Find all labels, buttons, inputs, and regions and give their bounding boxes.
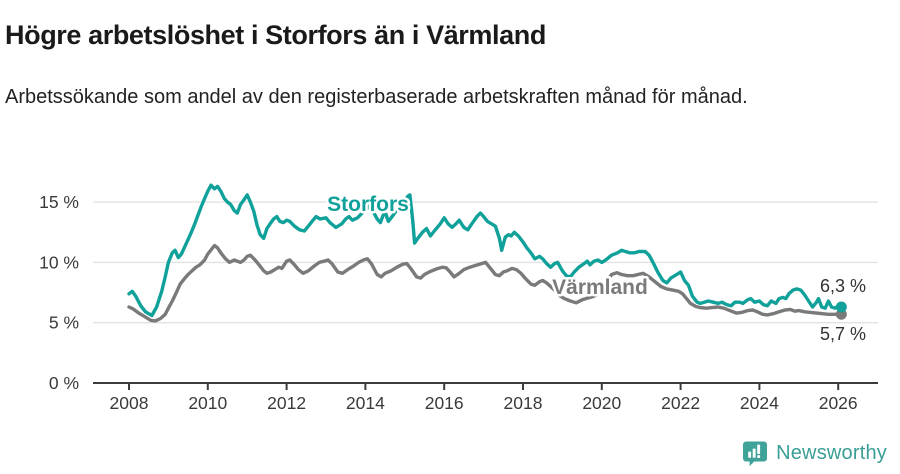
y-tick-label: 0 % bbox=[49, 373, 79, 393]
end-value-label-storfors: 6,3 % bbox=[820, 276, 866, 296]
x-tick-label: 2018 bbox=[504, 393, 543, 413]
newsworthy-logo[interactable]: Newsworthy bbox=[741, 439, 887, 467]
chart-title: Högre arbetslöshet i Storfors än i Värml… bbox=[5, 20, 546, 51]
x-tick-label: 2024 bbox=[740, 393, 779, 413]
newsworthy-wordmark: Newsworthy bbox=[776, 441, 887, 464]
end-value-label-värmland: 5,7 % bbox=[820, 324, 866, 344]
series-line-värmland bbox=[127, 243, 844, 323]
x-tick-label: 2012 bbox=[267, 393, 306, 413]
series-label-värmland: Värmland bbox=[552, 276, 648, 299]
series-line-storfors bbox=[127, 183, 844, 318]
x-tick-label: 2010 bbox=[188, 393, 227, 413]
chart-subtitle: Arbetssökande som andel av den registerb… bbox=[5, 86, 748, 108]
y-tick-label: 10 % bbox=[39, 252, 79, 272]
x-tick-label: 2020 bbox=[582, 393, 621, 413]
x-tick-label: 2008 bbox=[110, 393, 149, 413]
bar-chart-speech-bubble-icon bbox=[743, 441, 768, 467]
end-dot-storfors bbox=[835, 301, 847, 313]
y-tick-label: 15 % bbox=[39, 192, 79, 212]
x-tick-label: 2026 bbox=[819, 393, 858, 413]
x-tick-label: 2016 bbox=[425, 393, 464, 413]
x-tick-label: 2014 bbox=[346, 393, 385, 413]
x-tick-label: 2022 bbox=[661, 393, 700, 413]
y-tick-label: 5 % bbox=[49, 313, 79, 333]
series-label-storfors: Storfors bbox=[327, 193, 409, 216]
